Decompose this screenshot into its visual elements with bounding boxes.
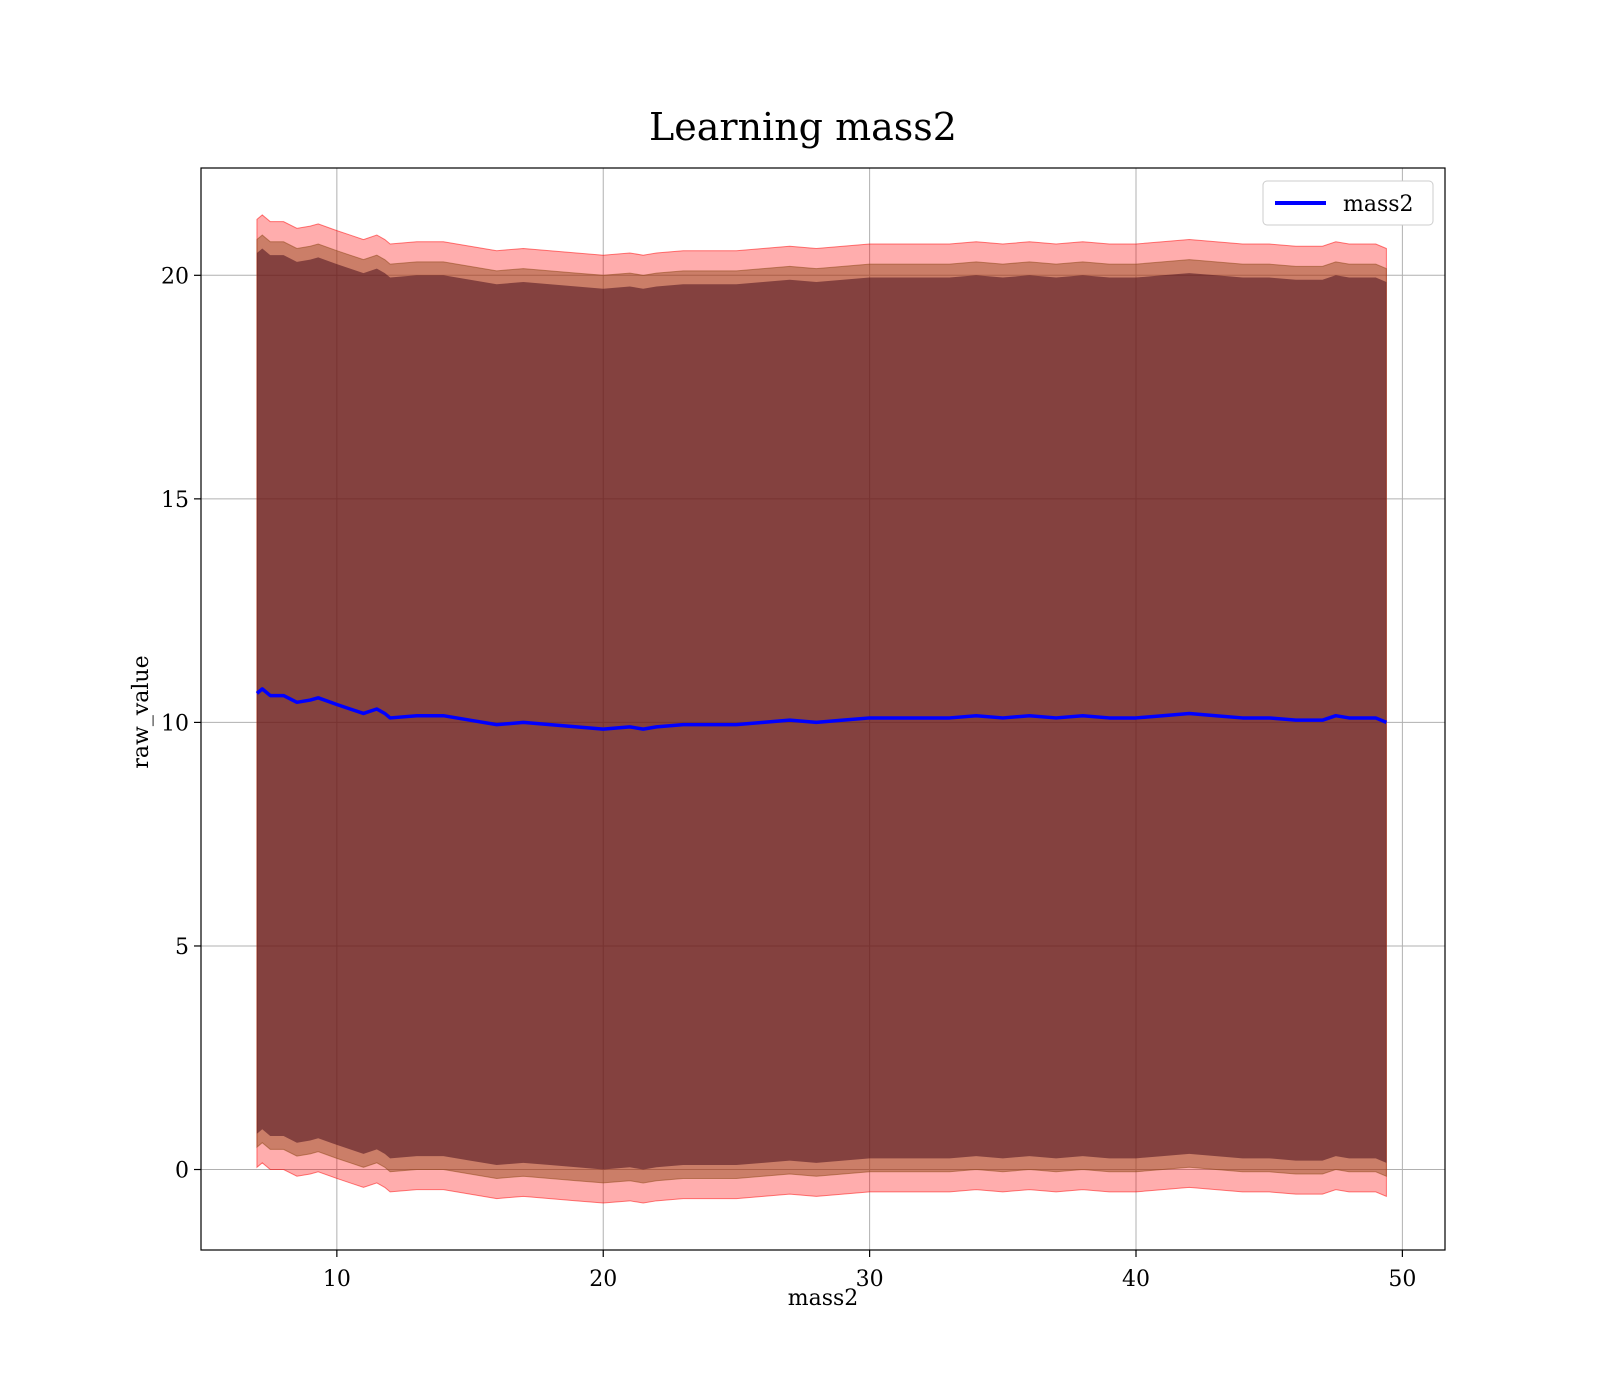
- legend-label-mass2: mass2: [1343, 192, 1414, 217]
- x-tick-label-20: 20: [589, 1267, 617, 1292]
- y-axis-ticks: 0 5 10 15 20: [161, 264, 201, 1184]
- x-tick-label-30: 30: [856, 1267, 884, 1292]
- x-axis-ticks: 10 20 30 40 50: [323, 1250, 1416, 1292]
- plot-frame: [200, 167, 1446, 1251]
- chart-title: Learning mass2: [649, 105, 957, 149]
- y-tick-label-10: 10: [161, 711, 189, 736]
- plot-area: [200, 167, 1446, 1251]
- y-tick-label-15: 15: [161, 488, 189, 513]
- legend-box: [1262, 180, 1434, 226]
- y-tick-label-20: 20: [161, 264, 189, 289]
- y-axis-label: raw_value: [129, 655, 154, 768]
- band-core: [256, 248, 1387, 1170]
- legend: mass2: [1262, 180, 1434, 226]
- x-axis-label: mass2: [788, 1286, 859, 1311]
- y-tick-label-0: 0: [175, 1159, 189, 1184]
- x-tick-label-10: 10: [323, 1267, 351, 1292]
- x-tick-label-40: 40: [1122, 1267, 1150, 1292]
- confidence-bands: [256, 214, 1387, 1204]
- y-tick-label-5: 5: [175, 935, 189, 960]
- series-line-mass2: [255, 687, 1388, 731]
- series-lines: [255, 687, 1388, 731]
- x-tick-label-50: 50: [1388, 1267, 1416, 1292]
